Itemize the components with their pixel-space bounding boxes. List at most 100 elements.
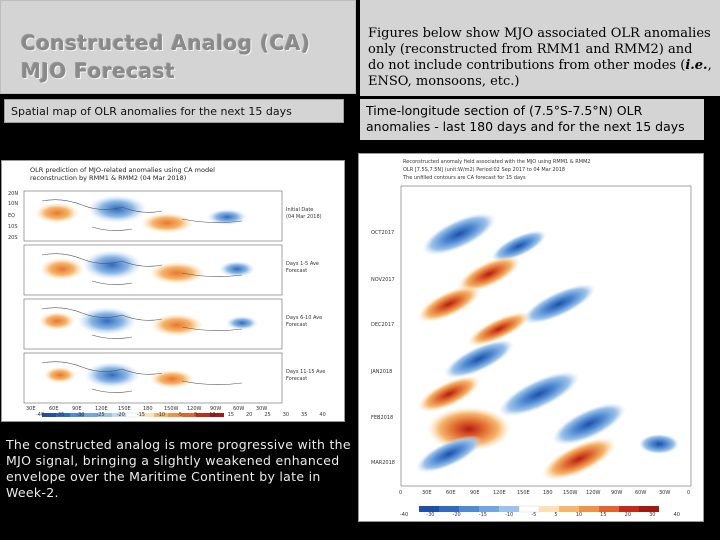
spatial-map-label-box: Spatial map of OLR anomalies for the nex… <box>4 99 344 123</box>
panel-3-label-2: Forecast <box>286 322 307 328</box>
lon-tick: 30W <box>256 406 267 412</box>
slide-title: Constructed Analog (CA) MJO Forecast <box>21 29 341 85</box>
panel-3-label-1: Days 6-10 Ave <box>286 315 322 321</box>
x-tick: 90E <box>470 490 480 496</box>
cbar-tick: 5 <box>554 512 558 518</box>
lon-tick: 60W <box>233 406 244 412</box>
cbar-tick: 40 <box>319 412 326 418</box>
cbar-tick: -40 <box>400 512 409 518</box>
ca-caption: The constructed analog is more progressi… <box>6 437 351 500</box>
map-panel-1: Initial Date (04 Mar 2018) <box>23 190 322 242</box>
section-x-ticks: 0 30E 60E 90E 120E 150E 180 150W 120W 90… <box>399 490 690 496</box>
method-note: Figures below show MJO associated OLR an… <box>368 26 712 90</box>
cbar-tick: -20 <box>116 412 125 418</box>
lat-tick: 10S <box>8 224 18 230</box>
title-line-2: MJO Forecast <box>21 59 176 83</box>
title-box: Constructed Analog (CA) MJO Forecast <box>0 0 356 94</box>
panel-2-label-1: Days 1-5 Ave <box>286 261 319 267</box>
cbar-tick: -40 <box>36 412 45 418</box>
cbar-tick: 35 <box>301 412 308 418</box>
cbar-tick: 30 <box>282 412 290 418</box>
cbar-tick: 20 <box>245 412 253 418</box>
time-longitude-figure: Reconstructed anomaly field associated w… <box>358 153 704 522</box>
x-tick: 120E <box>493 490 506 496</box>
note-ie: i.e. <box>685 58 708 73</box>
x-tick: 0 <box>687 490 690 496</box>
section-title-2: OLR [7.5S,7.5N] (unit:W/m2) Period:02 Se… <box>403 167 565 173</box>
spatial-map-label: Spatial map of OLR anomalies for the nex… <box>11 105 292 118</box>
panel-1-label-2: (04 Mar 2018) <box>286 214 322 220</box>
x-tick: 90W <box>611 490 622 496</box>
note-part-2: , ENSO, monsoons, etc.) <box>368 58 712 89</box>
cbar-tick: 25 <box>264 412 271 418</box>
x-tick: 180 <box>543 490 553 496</box>
cbar-tick: 15 <box>600 512 607 518</box>
spatial-fig-title-2: reconstruction by RMM1 & RMM2 (04 Mar 20… <box>30 174 186 182</box>
section-colorbar <box>419 505 659 513</box>
time-longitude-label: Time-longitude section of (7.5°S-7.5°N) … <box>366 103 685 134</box>
x-tick: 120W <box>586 490 601 496</box>
panel-1-label-1: Initial Date <box>286 207 313 213</box>
y-tick: DEC2017 <box>371 322 394 328</box>
y-tick: JAN2018 <box>370 369 392 375</box>
spatial-colorbar-ticks: -40 -35 -30 -25 -20 -15 -10 -5 5 10 15 2… <box>36 412 326 418</box>
spatial-colorbar <box>42 412 224 418</box>
cbar-tick: -10 <box>505 512 514 518</box>
x-tick: 0 <box>399 490 402 496</box>
section-anomaly-bands <box>415 212 679 481</box>
lon-tick: 180 <box>143 406 153 412</box>
lon-tick: 120W <box>187 406 202 412</box>
lon-tick: 120E <box>95 406 108 412</box>
lon-tick: 90W <box>210 406 221 412</box>
lon-tick: 150W <box>164 406 179 412</box>
x-tick: 150E <box>517 490 530 496</box>
map-panel-3: Days 6-10 Ave Forecast <box>23 298 322 350</box>
cbar-tick: -5 <box>531 512 537 518</box>
cbar-tick: -15 <box>478 512 487 518</box>
panel-4-label-2: Forecast <box>286 376 307 382</box>
lat-tick: 20S <box>8 235 18 241</box>
cbar-tick: -30 <box>76 412 85 418</box>
cbar-tick: 30 <box>649 512 656 518</box>
cbar-tick: -20 <box>452 512 461 518</box>
cbar-tick: 5 <box>194 412 198 418</box>
section-title-3: The unfilled contours are CA forecast fo… <box>402 175 526 181</box>
section-y-ticks: OCT2017 NOV2017 DEC2017 JAN2018 FEB2018 … <box>370 230 395 466</box>
map-panel-2: Days 1-5 Ave Forecast <box>23 244 319 296</box>
cbar-tick: -25 <box>96 412 105 418</box>
section-colorbar-ticks: -40 -30 -20 -15 -10 -5 5 10 15 20 30 40 <box>400 512 680 518</box>
x-tick: 60E <box>446 490 456 496</box>
time-longitude-label-box: Time-longitude section of (7.5°S-7.5°N) … <box>360 99 704 140</box>
y-tick: FEB2018 <box>371 415 393 421</box>
lon-tick: 150E <box>118 406 131 412</box>
cbar-tick: 15 <box>227 412 234 418</box>
y-tick: OCT2017 <box>371 230 394 236</box>
lon-tick: 90E <box>72 406 82 412</box>
x-tick: 60W <box>635 490 646 496</box>
cbar-tick: 20 <box>624 512 632 518</box>
y-tick: MAR2018 <box>371 460 395 466</box>
cbar-tick: -5 <box>177 412 183 418</box>
lon-tick: 60E <box>49 406 59 412</box>
cbar-tick: -30 <box>426 512 435 518</box>
cbar-tick: 10 <box>575 512 583 518</box>
title-line-1: Constructed Analog (CA) <box>21 31 311 55</box>
cbar-tick: -10 <box>156 412 166 418</box>
y-tick: NOV2017 <box>371 277 395 283</box>
cbar-tick: 40 <box>673 512 680 518</box>
spatial-map-figure: OLR prediction of MJO-related anomalies … <box>1 160 345 422</box>
note-part-1: Figures below show MJO associated OLR an… <box>368 26 711 73</box>
spatial-fig-title-1: OLR prediction of MJO-related anomalies … <box>30 166 215 174</box>
cbar-tick: -35 <box>56 412 65 418</box>
x-tick: 30W <box>659 490 670 496</box>
note-box: Figures below show MJO associated OLR an… <box>360 0 720 96</box>
x-tick: 150W <box>563 490 578 496</box>
cbar-tick: -15 <box>136 412 145 418</box>
lat-tick: 20N <box>8 191 18 197</box>
lon-tick: 30E <box>26 406 36 412</box>
x-tick: 30E <box>422 490 432 496</box>
panel-2-label-2: Forecast <box>286 268 307 274</box>
lon-ticks: 30E 60E 90E 120E 150E 180 150W 120W 90W … <box>26 406 267 412</box>
lat-ticks: 20N 10N EQ 10S 20S <box>8 191 18 241</box>
spatial-map-svg: OLR prediction of MJO-related anomalies … <box>8 166 325 418</box>
